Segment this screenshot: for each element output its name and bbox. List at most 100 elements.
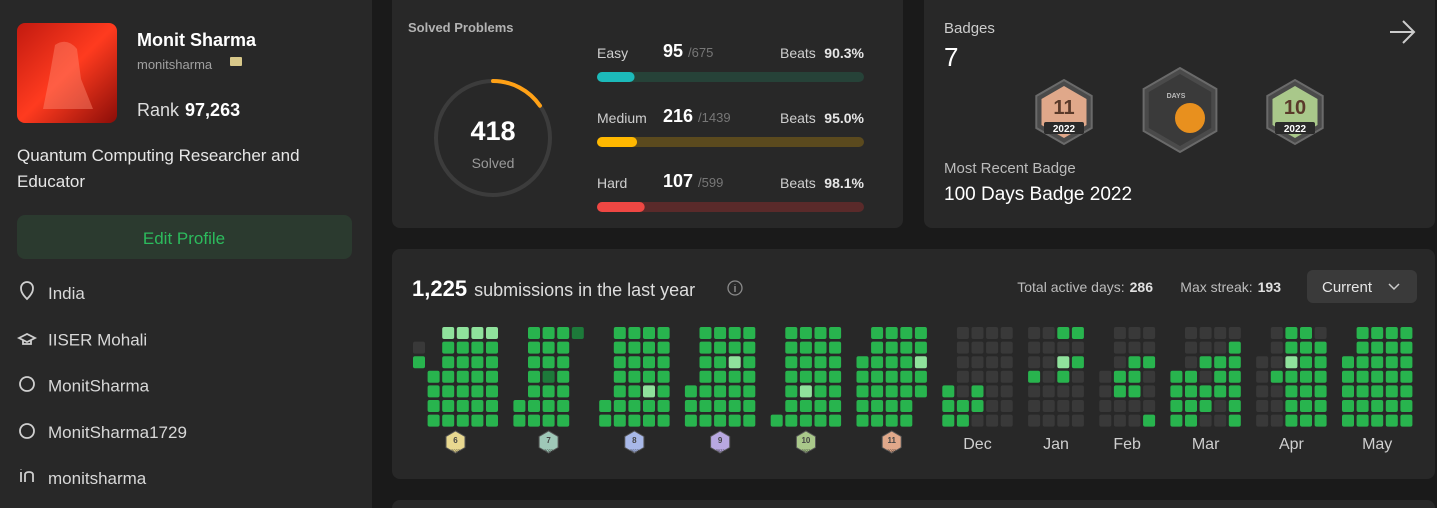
heat-cell[interactable] [1228,385,1241,398]
heat-cell[interactable] [1342,370,1354,383]
heat-cell[interactable] [1028,385,1041,398]
heat-cell[interactable] [1113,414,1126,427]
heat-cell[interactable] [1113,400,1126,412]
heat-cell[interactable] [1113,370,1126,383]
heat-cell[interactable] [856,400,869,412]
heat-cell[interactable] [456,414,469,427]
heat-cell[interactable] [856,385,869,398]
heat-cell[interactable] [914,385,927,398]
heat-cell[interactable] [871,400,884,412]
heat-cell[interactable] [613,341,626,354]
heat-cell[interactable] [1371,414,1384,427]
heat-cell[interactable] [1028,327,1041,339]
heat-cell[interactable] [1214,327,1227,339]
heat-cell[interactable] [486,414,498,427]
heat-cell[interactable] [1270,356,1283,369]
heat-cell[interactable] [914,370,927,383]
heat-cell[interactable] [471,370,484,383]
heat-cell[interactable] [1185,356,1197,369]
heat-cell[interactable] [1143,400,1156,412]
heat-cell[interactable] [471,400,484,412]
heat-cell[interactable] [1385,327,1398,339]
button-label[interactable]: Edit Profile [143,229,225,248]
heat-cell[interactable] [942,414,955,427]
heat-cell[interactable] [684,414,697,427]
heat-cell[interactable] [1057,327,1070,339]
heat-cell[interactable] [885,341,898,354]
detail-link[interactable]: monitsharma [48,469,147,488]
heat-cell[interactable] [1256,370,1269,383]
heat-cell[interactable] [799,356,812,369]
heat-cell[interactable] [471,414,484,427]
heat-cell[interactable] [1314,385,1327,398]
heat-cell[interactable] [1371,385,1384,398]
detail-link[interactable]: MonitSharma [48,377,150,396]
heat-cell[interactable] [856,414,869,427]
heat-cell[interactable] [699,414,712,427]
heat-cell[interactable] [785,400,798,412]
heat-cell[interactable] [657,327,670,339]
heat-cell[interactable] [1300,385,1312,398]
heat-cell[interactable] [1057,400,1070,412]
heat-cell[interactable] [1185,327,1197,339]
heat-cell[interactable] [1170,385,1183,398]
heat-cell[interactable] [785,341,798,354]
heat-cell[interactable] [1300,400,1312,412]
heat-cell[interactable] [1028,341,1041,354]
heat-cell[interactable] [1314,400,1327,412]
heat-cell[interactable] [442,341,455,354]
heat-cell[interactable] [714,341,727,354]
heat-cell[interactable] [871,370,884,383]
heat-cell[interactable] [971,356,984,369]
heat-cell[interactable] [1057,414,1070,427]
heat-cell[interactable] [1314,341,1327,354]
heat-cell[interactable] [1071,327,1084,339]
heat-cell[interactable] [971,385,984,398]
heat-cell[interactable] [799,370,812,383]
heat-cell[interactable] [1400,341,1413,354]
heat-cell[interactable] [413,341,425,354]
detail-link[interactable]: MonitSharma1729 [48,423,187,442]
heat-cell[interactable] [728,385,741,398]
heat-cell[interactable] [743,414,756,427]
heat-cell[interactable] [885,414,898,427]
heat-cell[interactable] [799,385,812,398]
heat-cell[interactable] [486,341,498,354]
avatar[interactable] [17,23,117,123]
heat-cell[interactable] [829,370,842,383]
heat-cell[interactable] [699,356,712,369]
heat-cell[interactable] [1057,356,1070,369]
heat-cell[interactable] [471,356,484,369]
heat-cell[interactable] [486,356,498,369]
heat-cell[interactable] [1000,400,1013,412]
heat-cell[interactable] [486,327,498,339]
heat-cell[interactable] [1057,370,1070,383]
heat-cell[interactable] [885,327,898,339]
heat-cell[interactable] [1099,414,1112,427]
heat-cell[interactable] [856,370,869,383]
heat-cell[interactable] [1071,356,1084,369]
heat-cell[interactable] [1356,341,1369,354]
heat-cell[interactable] [528,400,540,412]
heat-cell[interactable] [456,385,469,398]
heat-cell[interactable] [513,414,526,427]
heat-cell[interactable] [542,356,555,369]
heat-cell[interactable] [1256,400,1269,412]
heat-cell[interactable] [1071,370,1084,383]
heat-cell[interactable] [456,370,469,383]
heat-cell[interactable] [743,370,756,383]
heat-cell[interactable] [1143,356,1156,369]
heat-cell[interactable] [557,327,570,339]
heat-cell[interactable] [542,327,555,339]
heat-cell[interactable] [986,400,999,412]
heat-cell[interactable] [528,341,540,354]
heat-cell[interactable] [1400,370,1413,383]
heat-cell[interactable] [1371,356,1384,369]
button-bg[interactable] [17,215,352,259]
heat-cell[interactable] [1371,400,1384,412]
heat-cell[interactable] [542,414,555,427]
heat-cell[interactable] [829,327,842,339]
heat-cell[interactable] [456,327,469,339]
heat-cell[interactable] [1400,327,1413,339]
heat-cell[interactable] [956,414,969,427]
